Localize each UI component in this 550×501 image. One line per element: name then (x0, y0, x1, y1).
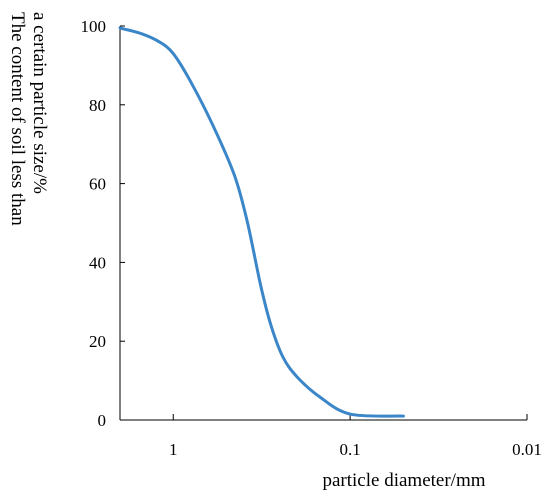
y-tick-label: 80 (89, 96, 106, 115)
series-line (118, 26, 405, 418)
y-axis-label-line-1: The content of soil less than (7, 12, 28, 226)
y-axis-label-line-2: a certain particle size/% (29, 12, 50, 194)
y-tick-label: 20 (89, 332, 106, 351)
x-axis-label: particle diameter/mm (322, 470, 485, 491)
x-tick-label: 0.01 (512, 440, 542, 459)
y-tick-label: 60 (89, 175, 106, 194)
y-ticks: 0 20 40 60 80 100 (81, 17, 125, 430)
x-tick-label: 0.1 (339, 440, 360, 459)
x-ticks: 1 0.1 0.01 (169, 414, 542, 459)
y-tick-label: 100 (81, 17, 107, 36)
y-tick-label: 0 (98, 411, 107, 430)
x-tick-label: 1 (169, 440, 178, 459)
y-tick-label: 40 (89, 253, 106, 272)
series-group (118, 26, 405, 418)
